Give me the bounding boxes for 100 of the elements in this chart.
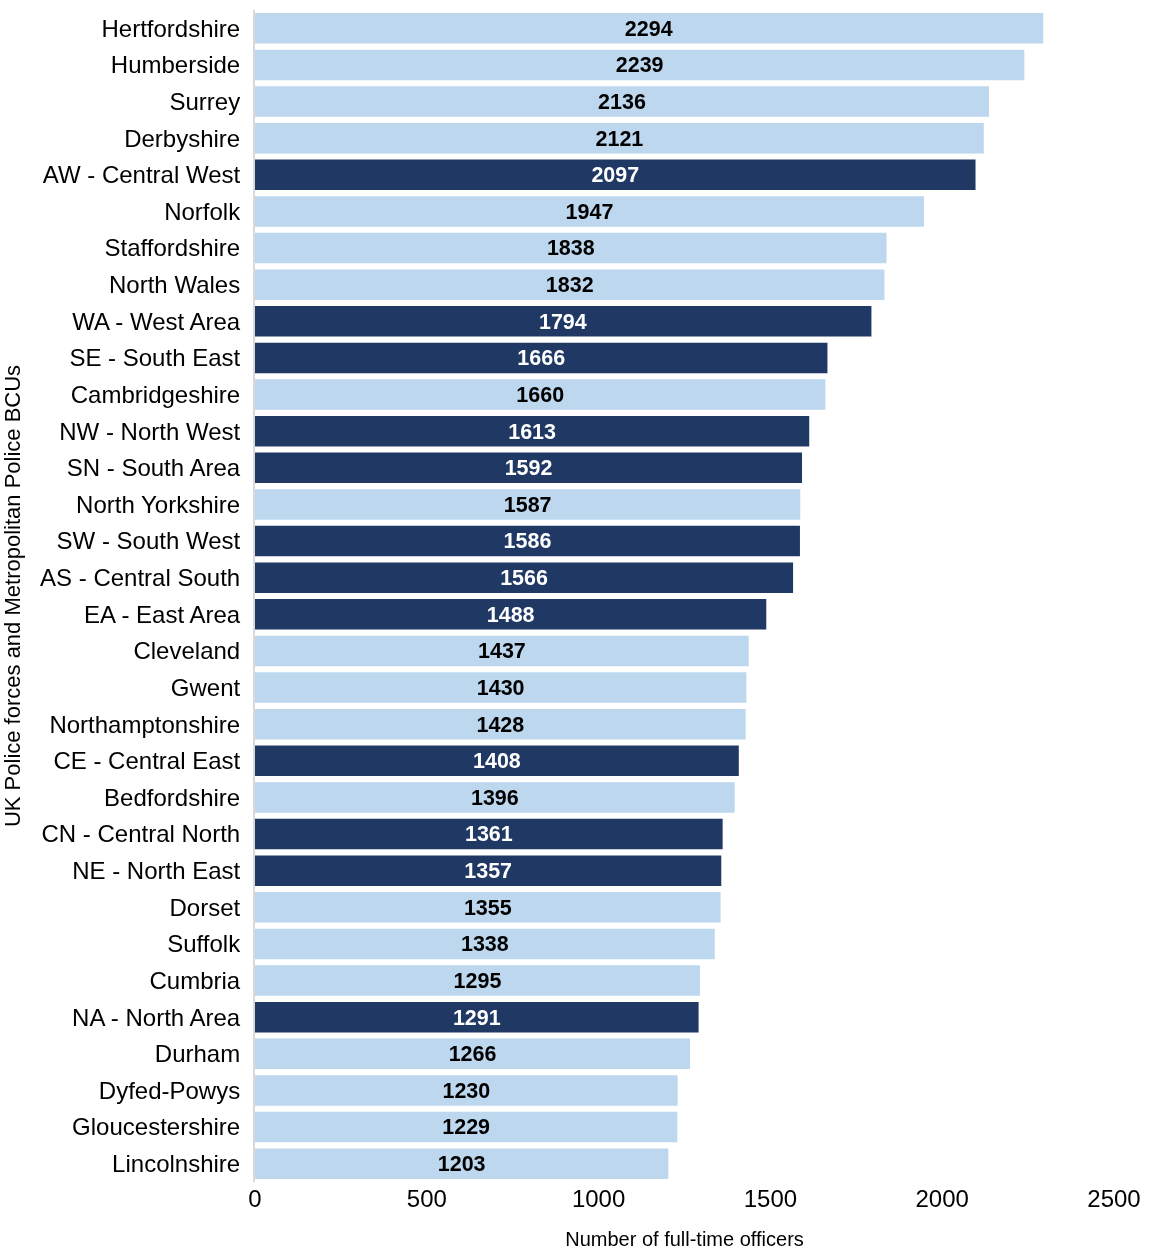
y-tick-label: NW - North West xyxy=(59,417,241,445)
data-label: 1488 xyxy=(486,602,535,627)
y-tick-label: AW - Central West xyxy=(42,161,241,189)
data-label: 1428 xyxy=(476,712,525,737)
bar xyxy=(255,13,1044,44)
y-tick-label: SW - South West xyxy=(56,527,241,555)
bar xyxy=(255,1111,678,1143)
y-tick-label: NA - North Area xyxy=(72,1003,241,1031)
bar xyxy=(255,965,700,996)
data-label: 2294 xyxy=(624,16,673,41)
y-tick-label: CE - Central East xyxy=(53,747,241,775)
data-label: 1832 xyxy=(545,273,594,298)
data-label: 1357 xyxy=(464,859,513,884)
y-tick-label: Cambridgeshire xyxy=(70,380,241,408)
data-label: 2136 xyxy=(598,89,646,114)
bar xyxy=(255,86,989,117)
data-label: 1592 xyxy=(504,456,553,481)
y-tick-label: Gloucestershire xyxy=(72,1113,241,1141)
data-label: 1355 xyxy=(463,895,512,920)
bar xyxy=(255,599,767,630)
bar xyxy=(255,122,984,154)
bar xyxy=(255,525,800,557)
bar xyxy=(255,489,801,520)
bar xyxy=(255,782,735,813)
y-tick-label: WA - West Area xyxy=(72,307,241,335)
bar xyxy=(255,708,746,740)
y-tick-label: SN - South Area xyxy=(66,454,241,482)
data-label: 1666 xyxy=(517,346,566,371)
x-tick-label: 500 xyxy=(406,1185,447,1212)
y-tick-label: North Wales xyxy=(109,271,241,299)
data-label: 1229 xyxy=(442,1115,491,1140)
bar xyxy=(255,818,723,850)
data-label: 1947 xyxy=(565,199,614,224)
bar xyxy=(255,928,715,960)
data-label: 1613 xyxy=(508,419,557,444)
y-tick-label: EA - East Area xyxy=(84,600,241,628)
data-label: 2239 xyxy=(615,53,664,78)
data-label: 1266 xyxy=(448,1042,497,1067)
bar xyxy=(255,1001,699,1033)
x-tick-label: 2000 xyxy=(915,1185,969,1212)
data-label: 1587 xyxy=(503,492,552,517)
data-label: 1430 xyxy=(476,675,525,700)
y-tick-label: Gwent xyxy=(170,673,241,701)
y-tick-label: Hertfordshire xyxy=(101,14,241,42)
y-tick-label: Norfolk xyxy=(164,197,242,225)
bar xyxy=(255,379,826,410)
y-tick-label: Bedfordshire xyxy=(104,783,241,811)
y-axis-title: UK Police forces and Metropolitan Police BCUs xyxy=(0,364,25,828)
data-label: 2097 xyxy=(591,163,640,188)
bar xyxy=(255,232,887,264)
x-axis-title: Number of full-time officers xyxy=(565,1227,804,1250)
y-tick-label: Northamptonshire xyxy=(49,710,241,738)
bar xyxy=(255,415,810,447)
bar xyxy=(255,269,885,300)
bar xyxy=(255,196,924,227)
y-tick-label: Staffordshire xyxy=(104,234,241,262)
bar xyxy=(255,745,739,777)
x-tick-label: 1000 xyxy=(571,1185,626,1212)
data-label: 1408 xyxy=(473,749,521,774)
data-label: 1838 xyxy=(546,236,595,261)
data-label: 1396 xyxy=(470,785,519,810)
x-tick-label: 2500 xyxy=(1087,1185,1141,1212)
data-label: 1794 xyxy=(538,309,587,334)
data-label: 1586 xyxy=(503,529,552,554)
x-tick-label: 0 xyxy=(248,1185,262,1212)
bar xyxy=(255,49,1025,81)
y-tick-label: Cleveland xyxy=(133,637,241,665)
y-tick-label: AS - Central South xyxy=(40,564,241,592)
data-label: 1291 xyxy=(452,1005,501,1030)
y-tick-label: Lincolnshire xyxy=(112,1150,241,1178)
y-tick-label: NE - North East xyxy=(72,857,241,885)
bar xyxy=(255,159,976,191)
y-tick-label: Durham xyxy=(154,1040,241,1068)
y-tick-label: Derbyshire xyxy=(124,124,241,152)
data-label: 1230 xyxy=(442,1078,491,1103)
data-label: 1361 xyxy=(464,822,513,847)
y-tick-label: Suffolk xyxy=(167,930,242,958)
data-label: 1338 xyxy=(460,932,509,957)
y-tick-label: Surrey xyxy=(169,87,241,115)
data-label: 2121 xyxy=(595,126,644,151)
y-tick-label: Dyfed-Powys xyxy=(98,1076,241,1104)
bar xyxy=(255,1038,690,1070)
bar xyxy=(255,1075,678,1106)
y-tick-label: CN - Central North xyxy=(41,820,241,848)
y-tick-label: SE - South East xyxy=(69,344,241,372)
bar xyxy=(255,452,803,484)
bar xyxy=(255,306,872,337)
bar xyxy=(255,342,828,374)
data-label: 1437 xyxy=(477,639,526,664)
data-label: 1203 xyxy=(437,1152,486,1177)
y-tick-label: Dorset xyxy=(169,893,241,921)
data-label: 1295 xyxy=(453,968,502,993)
data-label: 1566 xyxy=(500,566,548,591)
bar xyxy=(255,672,747,703)
x-tick-label: 1500 xyxy=(743,1185,798,1212)
bar xyxy=(255,1148,669,1179)
bar xyxy=(255,892,721,923)
bar xyxy=(255,635,749,667)
bar xyxy=(255,562,794,593)
y-tick-label: Cumbria xyxy=(149,966,241,994)
